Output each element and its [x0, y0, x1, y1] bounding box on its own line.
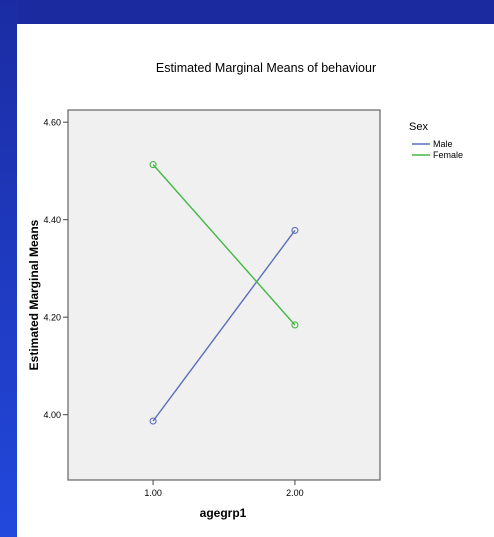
x-axis: 1.00 2.00	[144, 480, 304, 498]
y-axis: 4.00 4.20 4.40 4.60	[43, 118, 68, 420]
chart-title: Estimated Marginal Means of behaviour	[156, 61, 376, 75]
data-point-female	[149, 161, 157, 169]
y-tick-label: 4.40	[43, 215, 61, 225]
legend-label-male: Male	[433, 139, 453, 149]
legend-title: Sex	[409, 121, 428, 133]
slide-left-band	[0, 0, 17, 537]
series-line-female	[152, 164, 296, 326]
y-tick-label: 4.60	[43, 118, 61, 128]
data-point-female	[291, 321, 299, 329]
x-tick-label: 2.00	[286, 488, 304, 498]
marginal-means-chart: Estimated Marginal Means of behaviour 4.…	[27, 61, 463, 520]
x-axis-label: agegrp1	[200, 506, 247, 520]
y-tick-label: 4.20	[43, 313, 61, 323]
series-layer	[149, 161, 299, 425]
x-tick-label: 1.00	[144, 488, 162, 498]
legend-label-female: Female	[433, 150, 463, 160]
y-axis-label: Estimated Marginal Means	[27, 219, 41, 370]
data-point-male	[291, 226, 299, 234]
data-point-male	[149, 417, 157, 425]
slide-top-band	[0, 0, 494, 24]
chart-card: Estimated Marginal Means of behaviour 4.…	[17, 24, 494, 537]
y-tick-label: 4.00	[43, 410, 61, 420]
plot-area	[67, 109, 381, 481]
series-line-male	[152, 229, 296, 422]
